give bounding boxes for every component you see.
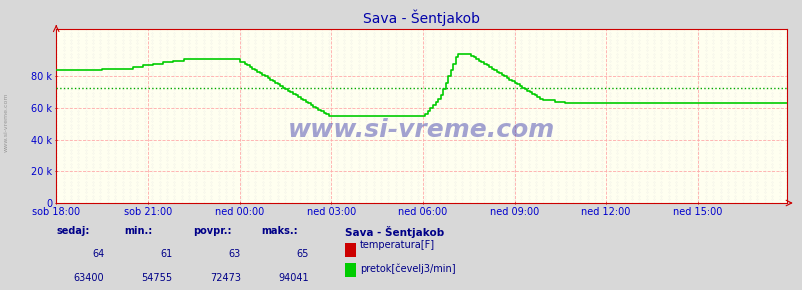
Text: 65: 65 — [297, 249, 309, 259]
Text: 63: 63 — [229, 249, 241, 259]
Text: temperatura[F]: temperatura[F] — [359, 240, 435, 250]
Text: Sava - Šentjakob: Sava - Šentjakob — [345, 226, 444, 238]
Text: sedaj:: sedaj: — [56, 226, 90, 236]
Text: 61: 61 — [160, 249, 172, 259]
Text: 54755: 54755 — [141, 273, 172, 282]
Text: www.si-vreme.com: www.si-vreme.com — [4, 92, 9, 152]
Text: min.:: min.: — [124, 226, 152, 236]
Text: maks.:: maks.: — [261, 226, 298, 236]
Text: povpr.:: povpr.: — [192, 226, 231, 236]
Text: pretok[čevelj3/min]: pretok[čevelj3/min] — [359, 263, 455, 273]
Text: www.si-vreme.com: www.si-vreme.com — [288, 118, 554, 142]
Text: 63400: 63400 — [74, 273, 104, 282]
Title: Sava - Šentjakob: Sava - Šentjakob — [363, 10, 480, 26]
Text: 94041: 94041 — [278, 273, 309, 282]
Text: 64: 64 — [92, 249, 104, 259]
Text: 72473: 72473 — [209, 273, 241, 282]
